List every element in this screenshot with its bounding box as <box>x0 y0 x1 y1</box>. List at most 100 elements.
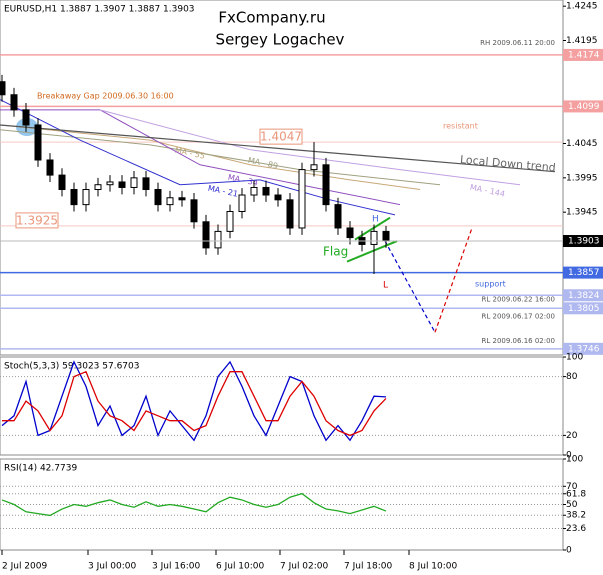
candle-body <box>262 186 270 196</box>
candle-body <box>346 227 354 239</box>
candle-body <box>10 94 18 111</box>
x-tick-label: 6 Jul 10:00 <box>216 562 265 572</box>
annotation: Flag <box>323 245 348 259</box>
y-tick-label: 20 <box>566 431 578 441</box>
y-tick-label: 100 <box>566 353 583 363</box>
candle-body <box>142 177 150 191</box>
y-tick-label: 0 <box>566 451 572 461</box>
candle-body <box>370 230 378 245</box>
chart-subtitle: Sergey Logachev <box>216 31 345 49</box>
candle-body <box>70 189 78 206</box>
stoch-panel <box>0 356 564 456</box>
candle-body <box>94 184 102 191</box>
candle-body <box>334 204 342 229</box>
main-panel <box>0 0 564 356</box>
moving-average <box>0 124 421 191</box>
candle-body <box>214 230 222 249</box>
x-tick-label: 3 Jul 00:00 <box>88 562 137 572</box>
indicator-line <box>2 370 387 437</box>
x-tick-label: 7 Jul 18:00 <box>344 562 393 572</box>
candle-body <box>154 189 162 206</box>
ma-label: MA - 21 <box>207 184 239 199</box>
drawn-line <box>354 216 391 241</box>
y-tick-label: 80 <box>566 372 578 382</box>
price-mark-box <box>15 212 59 229</box>
level-box <box>563 289 603 302</box>
level-label: 1.3746 <box>568 344 600 354</box>
level-box <box>563 266 603 279</box>
candle-body <box>298 169 306 229</box>
level-box <box>563 48 603 61</box>
moving-average <box>0 99 396 216</box>
candle-body <box>178 197 186 201</box>
moving-average <box>0 109 401 206</box>
level-box <box>563 100 603 113</box>
current-price-label: 1.3903 <box>568 237 600 247</box>
y-tick-label: 70 <box>566 482 578 492</box>
indicator-line <box>1 492 387 517</box>
drawn-line <box>434 227 473 333</box>
price-mark-label: 1.3925 <box>16 213 58 227</box>
candle-body <box>118 181 126 188</box>
y-tick-label: 100 <box>566 455 583 465</box>
level-note: RH 2009.06.11 20:00 <box>480 39 555 47</box>
y-tick-label: 1.4245 <box>566 2 598 12</box>
y-tick-label: 0 <box>566 546 572 556</box>
drawn-line <box>0 124 556 173</box>
level-label: 1.3824 <box>568 291 600 301</box>
chart-title: FxCompany.ru <box>218 9 325 27</box>
candle-body <box>58 174 66 191</box>
annotation: Local Down trend <box>459 153 556 174</box>
annotation: support <box>475 280 506 289</box>
drawn-line <box>384 240 436 333</box>
moving-average <box>99 109 521 186</box>
y-tick-label: 1.4195 <box>566 36 598 46</box>
level-box <box>563 342 603 355</box>
level-label: 1.3857 <box>568 268 600 278</box>
x-tick-label: 7 Jul 02:00 <box>280 562 329 572</box>
candle-body <box>274 194 282 201</box>
y-tick-label: 38.2 <box>566 511 586 521</box>
level-note: RL 2009.06.17 02:00 <box>482 312 555 320</box>
indicator-line <box>1 360 387 442</box>
candle-body <box>322 164 330 206</box>
symbol-header: EURUSD,H1 1.3887 1.3907 1.3887 1.3903 <box>4 5 195 15</box>
x-tick-label: 8 Jul 10:00 <box>409 562 458 572</box>
candle-body <box>286 199 294 229</box>
candle-body <box>190 199 198 223</box>
y-tick-label: 61.8 <box>566 489 586 499</box>
price-mark-label: 1.4047 <box>260 130 302 144</box>
candle-body <box>382 230 390 242</box>
candle-body <box>0 81 6 96</box>
x-tick-label: 3 Jul 16:00 <box>152 562 201 572</box>
candle-body <box>82 189 90 206</box>
level-label: 1.4174 <box>568 50 600 60</box>
annotation: resistant <box>443 122 478 131</box>
level-label: 1.4099 <box>568 102 600 112</box>
candle-body <box>238 194 246 212</box>
annotation: L <box>383 281 388 291</box>
price-mark-box <box>259 128 303 145</box>
level-note: RL 2009.06.16 02:00 <box>482 337 555 345</box>
annotation: H <box>372 215 379 225</box>
candle-body <box>130 177 138 188</box>
level-note: RL 2009.06.22 16:00 <box>482 295 555 303</box>
candle-body <box>46 159 54 176</box>
level-box <box>563 302 603 315</box>
ma-label: MA - 144 <box>469 183 506 199</box>
y-tick-label: 1.3945 <box>566 208 598 218</box>
candle-body <box>202 221 210 249</box>
annotation: Breakaway Gap 2009.06.30 16:00 <box>37 92 174 101</box>
candle-body <box>310 164 318 171</box>
candle-body <box>34 124 42 161</box>
y-tick-label: 23.6 <box>566 524 586 534</box>
current-price-box <box>563 235 603 248</box>
y-tick-label: 1.4045 <box>566 139 598 149</box>
ma-label: MA - 89 <box>247 156 279 171</box>
candle-body <box>250 186 258 196</box>
drawn-line <box>346 240 398 263</box>
y-tick-label: 50 <box>566 500 578 510</box>
y-tick-label: 1.3995 <box>566 173 598 183</box>
candle-body <box>106 181 114 186</box>
